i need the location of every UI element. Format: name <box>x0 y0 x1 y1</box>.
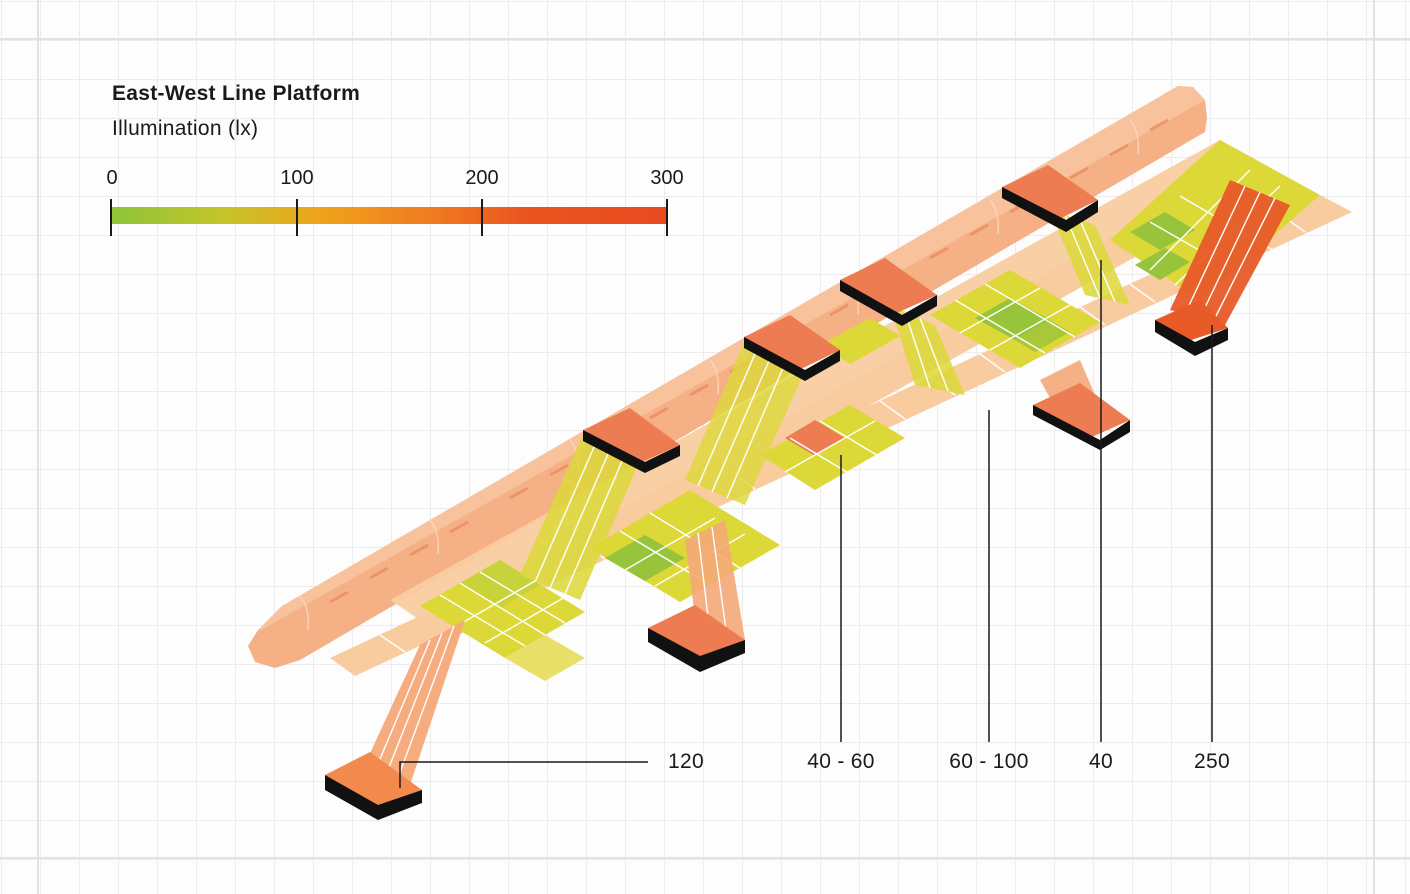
stairs-centre-up <box>685 340 805 505</box>
landing-centre-bottom <box>648 605 745 672</box>
callout-label-250: 250 <box>1194 750 1230 773</box>
illumination-color-scale <box>111 207 667 224</box>
landing-centre-east-bottom <box>1033 383 1130 450</box>
stairs-centre-east-up <box>890 305 965 395</box>
landing-top-1 <box>583 408 680 473</box>
frame-line-top <box>0 38 1410 40</box>
diagram-title: East-West Line Platform <box>112 82 361 105</box>
frame-line-bottom <box>0 857 1410 859</box>
scale-tick-label-100: 100 <box>280 167 314 189</box>
landing-east-bottom <box>1155 300 1228 356</box>
leader-120 <box>399 761 648 788</box>
scale-tick-mark <box>110 199 112 236</box>
landing-west-bottom <box>325 752 422 820</box>
frame-line-right <box>1373 0 1375 894</box>
stairs-west-down <box>360 620 465 785</box>
scale-tick-label-200: 200 <box>465 167 499 189</box>
train-roof <box>258 86 1205 630</box>
landing-top-4 <box>1002 165 1098 232</box>
zone-centre-east <box>930 270 1100 368</box>
scale-tick-mark <box>666 199 668 236</box>
frame-line-left <box>37 0 39 894</box>
exit-landings <box>325 165 1228 820</box>
diagram-subtitle: Illumination (lx) <box>112 117 259 140</box>
landing-top-3 <box>840 258 937 326</box>
callout-leaders <box>399 260 1213 788</box>
landing-top-2 <box>744 315 840 381</box>
scale-tick-label-300: 300 <box>650 167 684 189</box>
scale-tick-label-0: 0 <box>106 167 118 189</box>
scale-tick-mark <box>296 199 298 236</box>
callout-label-120: 120 <box>668 750 704 773</box>
stairs-east-down <box>1170 180 1290 325</box>
zone-west <box>420 560 585 681</box>
callout-label-40-60: 40 - 60 <box>807 750 875 773</box>
callout-label-60-100: 60 - 100 <box>949 750 1029 773</box>
stairs-west-up <box>520 430 640 600</box>
callout-label-40: 40 <box>1089 750 1113 773</box>
zone-centre-west <box>590 490 780 602</box>
scale-tick-mark <box>481 199 483 236</box>
